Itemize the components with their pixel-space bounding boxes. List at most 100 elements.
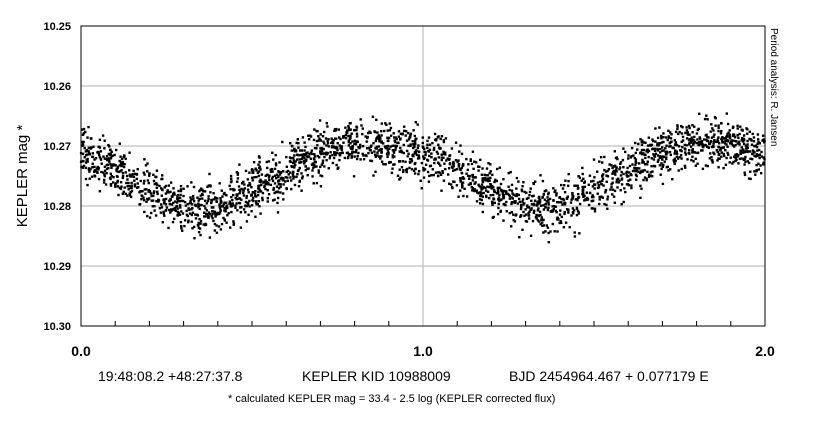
data-point <box>252 169 255 172</box>
data-point <box>623 187 626 190</box>
data-point <box>100 162 103 165</box>
data-point <box>436 161 440 164</box>
data-point <box>118 186 121 189</box>
data-point <box>315 147 318 150</box>
data-point <box>611 188 615 191</box>
data-point <box>161 188 164 192</box>
data-point <box>156 190 159 193</box>
data-point <box>355 126 359 129</box>
data-point <box>289 142 292 145</box>
data-point <box>578 176 582 179</box>
data-point <box>391 156 394 159</box>
data-point <box>759 164 762 167</box>
data-point <box>375 147 378 150</box>
data-point <box>673 139 676 142</box>
data-point <box>542 193 545 196</box>
data-point <box>688 143 691 146</box>
data-point <box>437 146 441 149</box>
data-point <box>485 167 489 170</box>
data-point <box>646 144 650 147</box>
data-point <box>212 219 215 223</box>
data-point <box>576 184 579 187</box>
data-point <box>540 218 543 221</box>
data-point <box>201 188 204 192</box>
data-point <box>760 155 763 158</box>
data-point <box>121 192 124 195</box>
data-point <box>229 180 233 184</box>
data-point <box>563 191 567 194</box>
data-point <box>161 221 164 224</box>
data-point <box>676 124 679 127</box>
data-point <box>415 149 418 153</box>
data-point <box>373 153 377 156</box>
data-point <box>564 221 568 224</box>
data-point <box>219 202 222 205</box>
data-point <box>143 173 146 176</box>
data-point <box>539 213 542 217</box>
data-point <box>661 146 664 149</box>
data-point <box>192 200 196 203</box>
data-point <box>87 149 90 153</box>
data-point <box>143 158 146 161</box>
data-point <box>327 145 330 148</box>
data-point <box>127 188 130 191</box>
data-point <box>567 209 570 212</box>
data-point <box>145 188 148 191</box>
data-point <box>586 198 590 201</box>
data-point <box>240 198 243 201</box>
data-point <box>302 159 306 163</box>
data-point <box>267 193 271 196</box>
data-point <box>155 175 158 179</box>
data-point <box>170 203 174 206</box>
data-point <box>587 183 590 186</box>
data-point <box>605 203 608 207</box>
data-point <box>205 209 209 212</box>
data-point <box>355 140 359 143</box>
data-point <box>250 186 253 189</box>
data-point <box>377 149 380 152</box>
data-point <box>218 212 221 216</box>
data-point <box>118 142 121 145</box>
data-point <box>611 166 614 169</box>
data-point <box>386 129 389 132</box>
data-point <box>119 155 122 158</box>
data-point <box>147 190 150 193</box>
data-point <box>279 183 282 186</box>
data-point <box>218 211 222 214</box>
data-point <box>90 137 93 140</box>
data-point <box>385 123 388 126</box>
data-point <box>622 166 625 169</box>
data-point <box>544 206 547 209</box>
data-point <box>185 213 189 216</box>
data-point <box>194 204 198 208</box>
data-point <box>298 166 301 170</box>
data-point <box>292 156 295 160</box>
data-point <box>631 169 635 173</box>
data-point <box>586 196 589 200</box>
data-point <box>475 161 478 164</box>
data-point <box>491 203 494 207</box>
data-point <box>497 206 500 210</box>
data-point <box>742 134 746 137</box>
data-point <box>164 197 168 201</box>
data-point <box>647 136 650 139</box>
data-point <box>282 198 285 201</box>
data-point <box>475 200 479 203</box>
data-point <box>345 131 348 134</box>
data-point <box>331 140 334 143</box>
data-point <box>751 149 755 152</box>
data-point <box>443 162 446 165</box>
data-point <box>527 217 531 220</box>
data-point <box>180 224 183 228</box>
data-point <box>669 153 672 157</box>
data-point <box>383 145 387 148</box>
data-point <box>483 173 486 176</box>
data-point <box>109 148 112 152</box>
data-point <box>520 189 524 193</box>
data-point <box>670 133 673 136</box>
data-point <box>124 157 127 160</box>
data-point <box>199 233 202 237</box>
data-point <box>620 203 623 206</box>
data-point <box>580 179 583 182</box>
data-point <box>355 128 358 132</box>
